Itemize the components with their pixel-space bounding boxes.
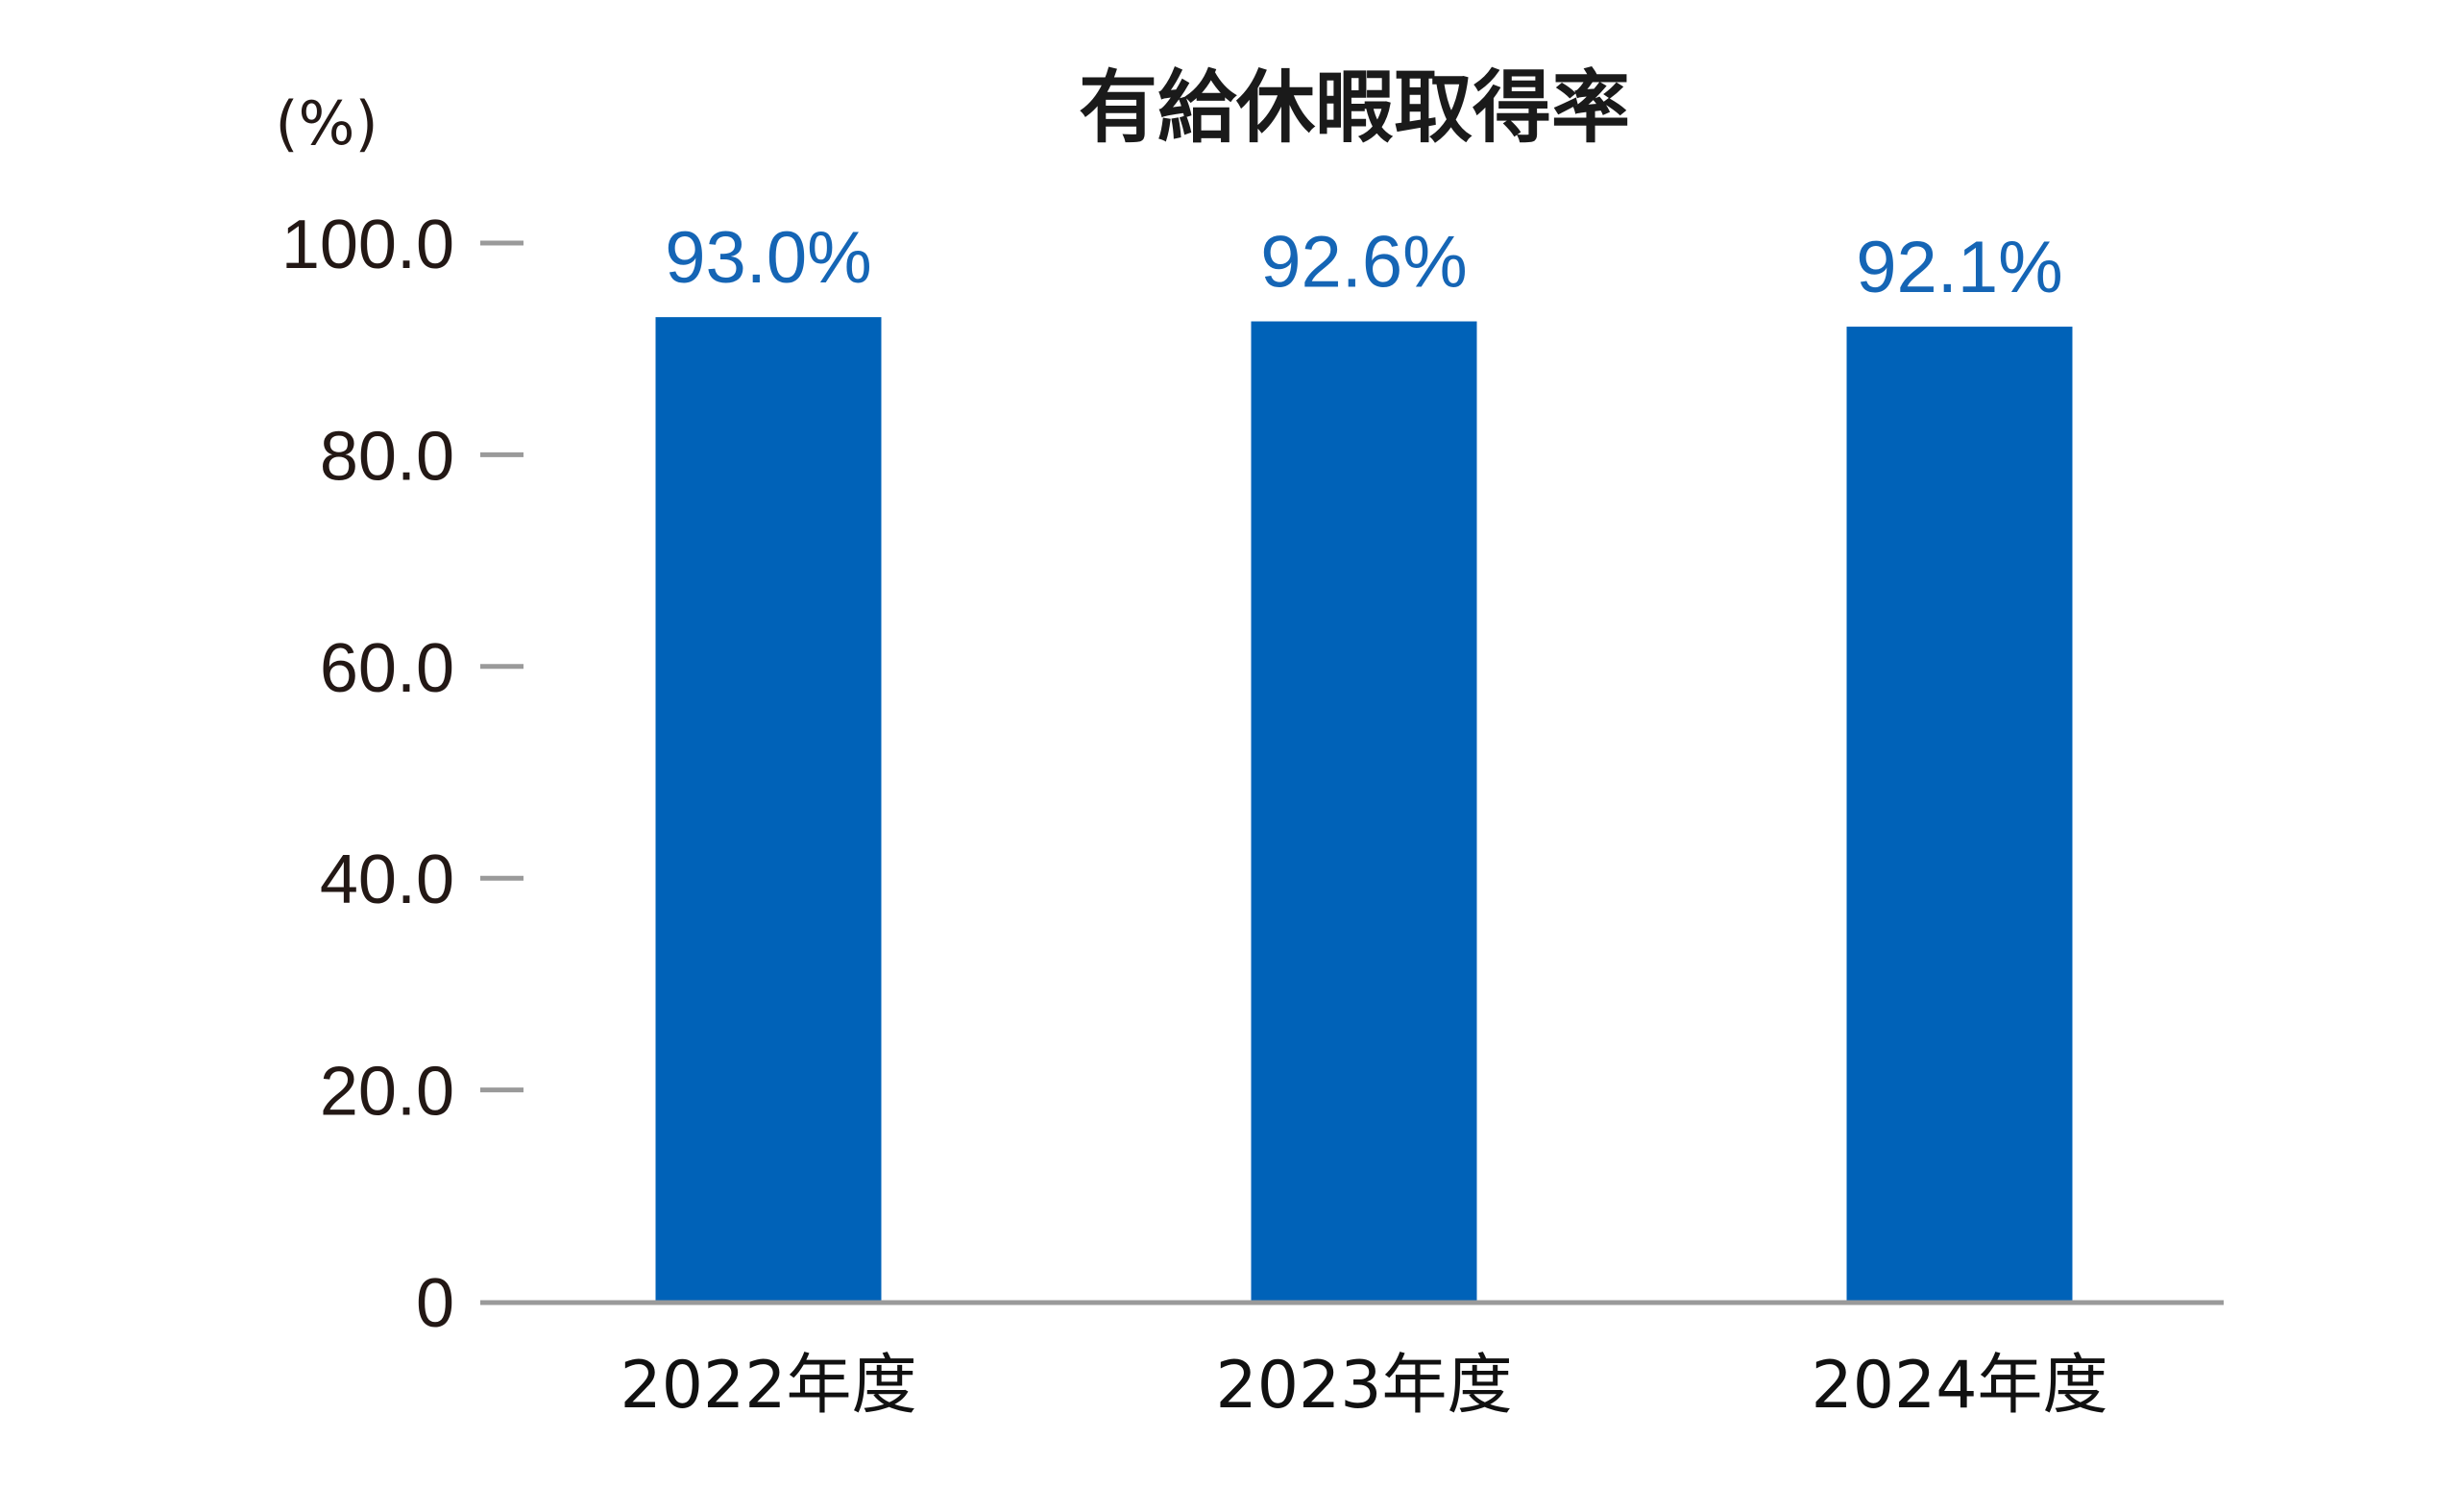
y-tick-label: 0	[416, 1265, 454, 1342]
y-tick-label: 80.0	[320, 418, 454, 495]
value-labels: 93.0% 92.6% 92.1%	[665, 217, 2063, 308]
y-axis: 0 20.0 40.0 60.0 80.0 100.0	[281, 207, 523, 1342]
y-axis-unit-label: (%)	[275, 88, 377, 159]
bar-value-label: 93.0%	[665, 217, 872, 299]
chart-title: 有給休暇取得率	[1079, 62, 1630, 154]
x-tick-label: 2023年度	[1215, 1348, 1512, 1424]
y-tick-label: 60.0	[320, 630, 454, 707]
y-tick-label: 20.0	[320, 1054, 454, 1131]
x-axis: 2022年度 2023年度 2024年度	[620, 1348, 2107, 1424]
bar-value-label: 92.1%	[1856, 227, 2063, 308]
bar	[1846, 327, 2073, 1303]
x-tick-label: 2024年度	[1811, 1348, 2107, 1424]
bar-value-label: 92.6%	[1260, 222, 1468, 304]
bars	[655, 317, 2073, 1303]
x-tick-label: 2022年度	[620, 1348, 916, 1424]
y-tick-label: 40.0	[320, 841, 454, 918]
bar	[1251, 321, 1477, 1303]
bar	[655, 317, 882, 1302]
y-tick-label: 100.0	[281, 207, 454, 283]
